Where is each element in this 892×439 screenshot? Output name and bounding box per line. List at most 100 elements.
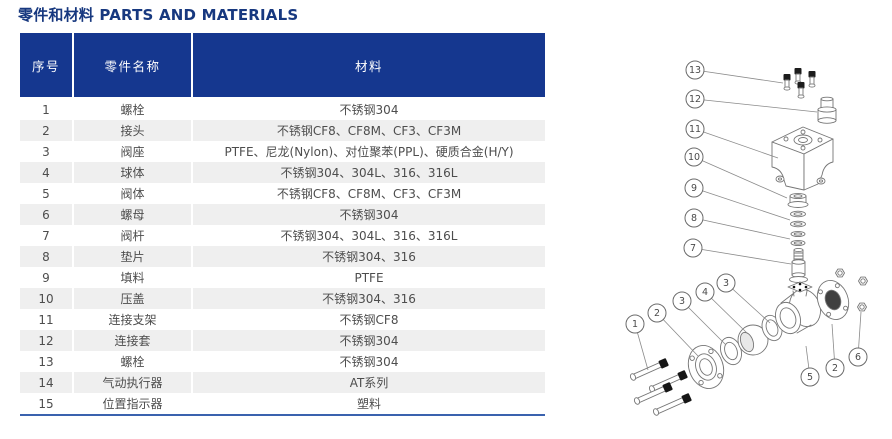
cell-material: PTFE、尼龙(Nylon)、对位聚苯(PPL)、硬质合金(H/Y) <box>224 145 514 159</box>
table-row: 11 连接支架 不锈钢CF8 <box>20 309 545 330</box>
cell-no: 10 <box>20 288 74 309</box>
end-cap-right-icon <box>816 280 850 320</box>
cell-material: 不锈钢304 <box>339 355 399 369</box>
callout-number: 12 <box>689 94 701 105</box>
column-header-material: 材料 <box>192 33 545 99</box>
actuator-bolts-icon <box>783 68 816 99</box>
cell-part-name: 阀体 <box>73 183 193 204</box>
callout-number: 2 <box>654 308 660 319</box>
washers-icon <box>790 230 806 247</box>
table-row: 13 螺栓 不锈钢304 <box>20 351 545 372</box>
leader-line <box>692 247 792 265</box>
table-row: 12 连接套 不锈钢304 <box>20 330 545 351</box>
cell-part-name: 垫片 <box>73 246 193 267</box>
connecting-sleeve-icon <box>817 96 837 124</box>
cell-material: 不锈钢CF8、CF8M、CF3、CF3M <box>276 187 462 201</box>
cell-no: 14 <box>20 372 74 393</box>
table-row: 9 填料 PTFE <box>20 267 545 288</box>
table-row: 14 气动执行器 AT系列 <box>20 372 545 393</box>
cell-part-name: 螺母 <box>73 204 193 225</box>
cell-material: 不锈钢CF8 <box>339 313 399 327</box>
leader-line <box>725 282 771 324</box>
cell-no: 3 <box>20 141 74 162</box>
cell-part-name: 填料 <box>73 267 193 288</box>
cell-part-name: 压盖 <box>73 288 193 309</box>
cell-material: 塑料 <box>356 397 381 411</box>
cell-material: 不锈钢304 <box>339 103 399 117</box>
callout-number: 4 <box>702 287 708 298</box>
table-row: 6 螺母 不锈钢304 <box>20 204 545 225</box>
hex-nuts-icon <box>835 268 868 312</box>
cell-no: 15 <box>20 393 74 414</box>
table-row: 5 阀体 不锈钢CF8、CF8M、CF3、CF3M <box>20 183 545 204</box>
cell-material: AT系列 <box>349 376 389 390</box>
cell-part-name: 阀座 <box>73 141 193 162</box>
cell-part-name: 球体 <box>73 162 193 183</box>
cell-material: 不锈钢304、304L、316、316L <box>280 229 458 243</box>
cell-no: 6 <box>20 204 74 225</box>
gland-icon <box>787 192 809 208</box>
cell-material: 不锈钢304、316 <box>322 292 416 306</box>
table-row: 1 螺栓 不锈钢304 <box>20 98 545 120</box>
callout-circle <box>647 303 667 323</box>
table-row: 4 球体 不锈钢304、304L、316、316L <box>20 162 545 183</box>
callout-circle <box>683 238 703 258</box>
callout-number: 9 <box>691 183 697 194</box>
leader-line <box>693 156 788 199</box>
callout-number: 10 <box>688 152 700 163</box>
cell-part-name: 连接支架 <box>73 309 193 330</box>
cell-material: 不锈钢304、316 <box>322 250 416 264</box>
parts-table: 序号 零件名称 材料 1 螺栓 不锈钢304 2 接头 不锈钢CF8、CF8M、CF3、C… <box>20 33 545 414</box>
callout-circle <box>685 89 705 109</box>
parts-table-header: 序号 零件名称 材料 <box>20 33 545 99</box>
callout-circle <box>685 119 705 139</box>
table-row: 8 垫片 不锈钢304、316 <box>20 246 545 267</box>
cell-material: 不锈钢CF8、CF8M、CF3、CF3M <box>276 124 462 138</box>
callout-number: 11 <box>689 124 701 135</box>
leader-line <box>694 128 779 159</box>
parts-table-container: 序号 零件名称 材料 1 螺栓 不锈钢304 2 接头 不锈钢CF8、CF8M、CF3、C… <box>20 33 545 416</box>
leader-line <box>694 69 784 84</box>
cell-material: 不锈钢304 <box>339 208 399 222</box>
leader-line <box>694 98 818 113</box>
leader-line <box>704 291 748 334</box>
callout-number: 5 <box>807 372 813 383</box>
callout-circle <box>685 60 705 80</box>
table-row: 2 接头 不锈钢CF8、CF8M、CF3、CF3M <box>20 120 545 141</box>
leader-line <box>693 187 791 221</box>
table-row: 15 位置指示器 塑料 <box>20 393 545 414</box>
end-cap-left-icon <box>687 345 725 389</box>
callout-number: 1 <box>632 319 638 330</box>
callout-circle <box>716 273 736 293</box>
cell-part-name: 螺栓 <box>73 351 193 372</box>
exploded-valve-diagram: 13 12 11 10 9 8 7 3 4 3 2 1 5 2 6 <box>625 60 868 416</box>
cell-part-name: 连接套 <box>73 330 193 351</box>
cell-part-name: 气动执行器 <box>73 372 193 393</box>
callout-circle <box>684 147 704 167</box>
cell-no: 7 <box>20 225 74 246</box>
cell-material: PTFE <box>354 270 384 285</box>
callout-circle <box>695 282 715 302</box>
callout-number: 8 <box>691 213 697 224</box>
cell-part-name: 位置指示器 <box>73 393 193 414</box>
callout-circle <box>848 347 868 367</box>
callout-circles: 13 12 11 10 9 8 7 3 4 3 2 1 5 2 6 <box>625 60 868 387</box>
callout-circle <box>684 208 704 228</box>
callout-number: 6 <box>855 352 861 363</box>
callout-number: 3 <box>679 296 685 307</box>
leader-line <box>693 217 791 240</box>
leader-line <box>656 312 699 357</box>
cell-no: 2 <box>20 120 74 141</box>
mounting-bracket-icon <box>771 126 834 191</box>
cell-part-name: 螺栓 <box>73 98 193 120</box>
callout-circle <box>672 291 692 311</box>
cell-no: 8 <box>20 246 74 267</box>
cell-no: 11 <box>20 309 74 330</box>
cell-part-name: 阀杆 <box>73 225 193 246</box>
callout-number: 2 <box>832 363 838 374</box>
callout-number: 7 <box>690 243 696 254</box>
packing-rings-icon <box>790 210 806 228</box>
callout-number: 3 <box>723 278 729 289</box>
callout-circle <box>825 358 845 378</box>
